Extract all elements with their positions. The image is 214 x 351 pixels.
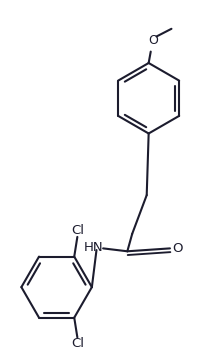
Text: HN: HN: [84, 241, 104, 254]
Text: O: O: [148, 34, 158, 47]
Text: O: O: [172, 242, 183, 255]
Text: Cl: Cl: [71, 337, 84, 350]
Text: Cl: Cl: [71, 224, 84, 237]
